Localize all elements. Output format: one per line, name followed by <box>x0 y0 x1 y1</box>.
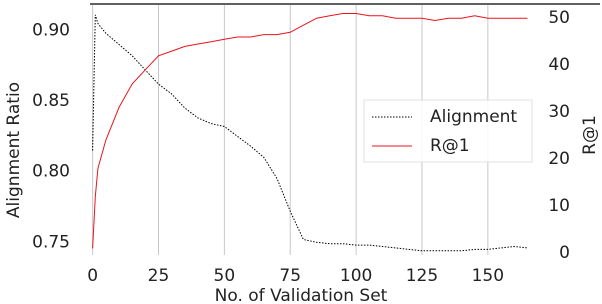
y-tick-label: 0.85 <box>32 91 70 111</box>
y2-axis-label: R@1 <box>580 115 600 155</box>
x-tick-label: 50 <box>214 266 236 286</box>
y2-tick-label: 40 <box>548 55 570 75</box>
x-tick-label: 0 <box>87 266 98 286</box>
legend-box <box>363 99 533 163</box>
y-tick-label: 0.80 <box>32 162 70 182</box>
x-tick-label: 100 <box>340 266 372 286</box>
x-tick-label: 75 <box>279 266 301 286</box>
y2-tick-label: 50 <box>548 8 570 28</box>
y-tick-label: 0.90 <box>32 20 70 40</box>
y-tick-label: 0.75 <box>32 232 70 252</box>
x-tick-label: 125 <box>406 266 438 286</box>
x-tick-label: 25 <box>148 266 170 286</box>
series-line <box>92 14 528 252</box>
x-axis-label: No. of Validation Set <box>215 286 388 304</box>
legend-label: Alignment <box>430 107 517 127</box>
y2-tick-label: 30 <box>548 102 570 122</box>
series-line <box>92 13 528 249</box>
y2-tick-label: 10 <box>548 196 570 216</box>
x-tick-label: 150 <box>472 266 504 286</box>
legend-label: R@1 <box>430 136 470 156</box>
y-axis-label: Alignment Ratio <box>4 82 24 218</box>
y2-tick-label: 20 <box>548 149 570 169</box>
y2-tick-label: 0 <box>559 243 570 263</box>
